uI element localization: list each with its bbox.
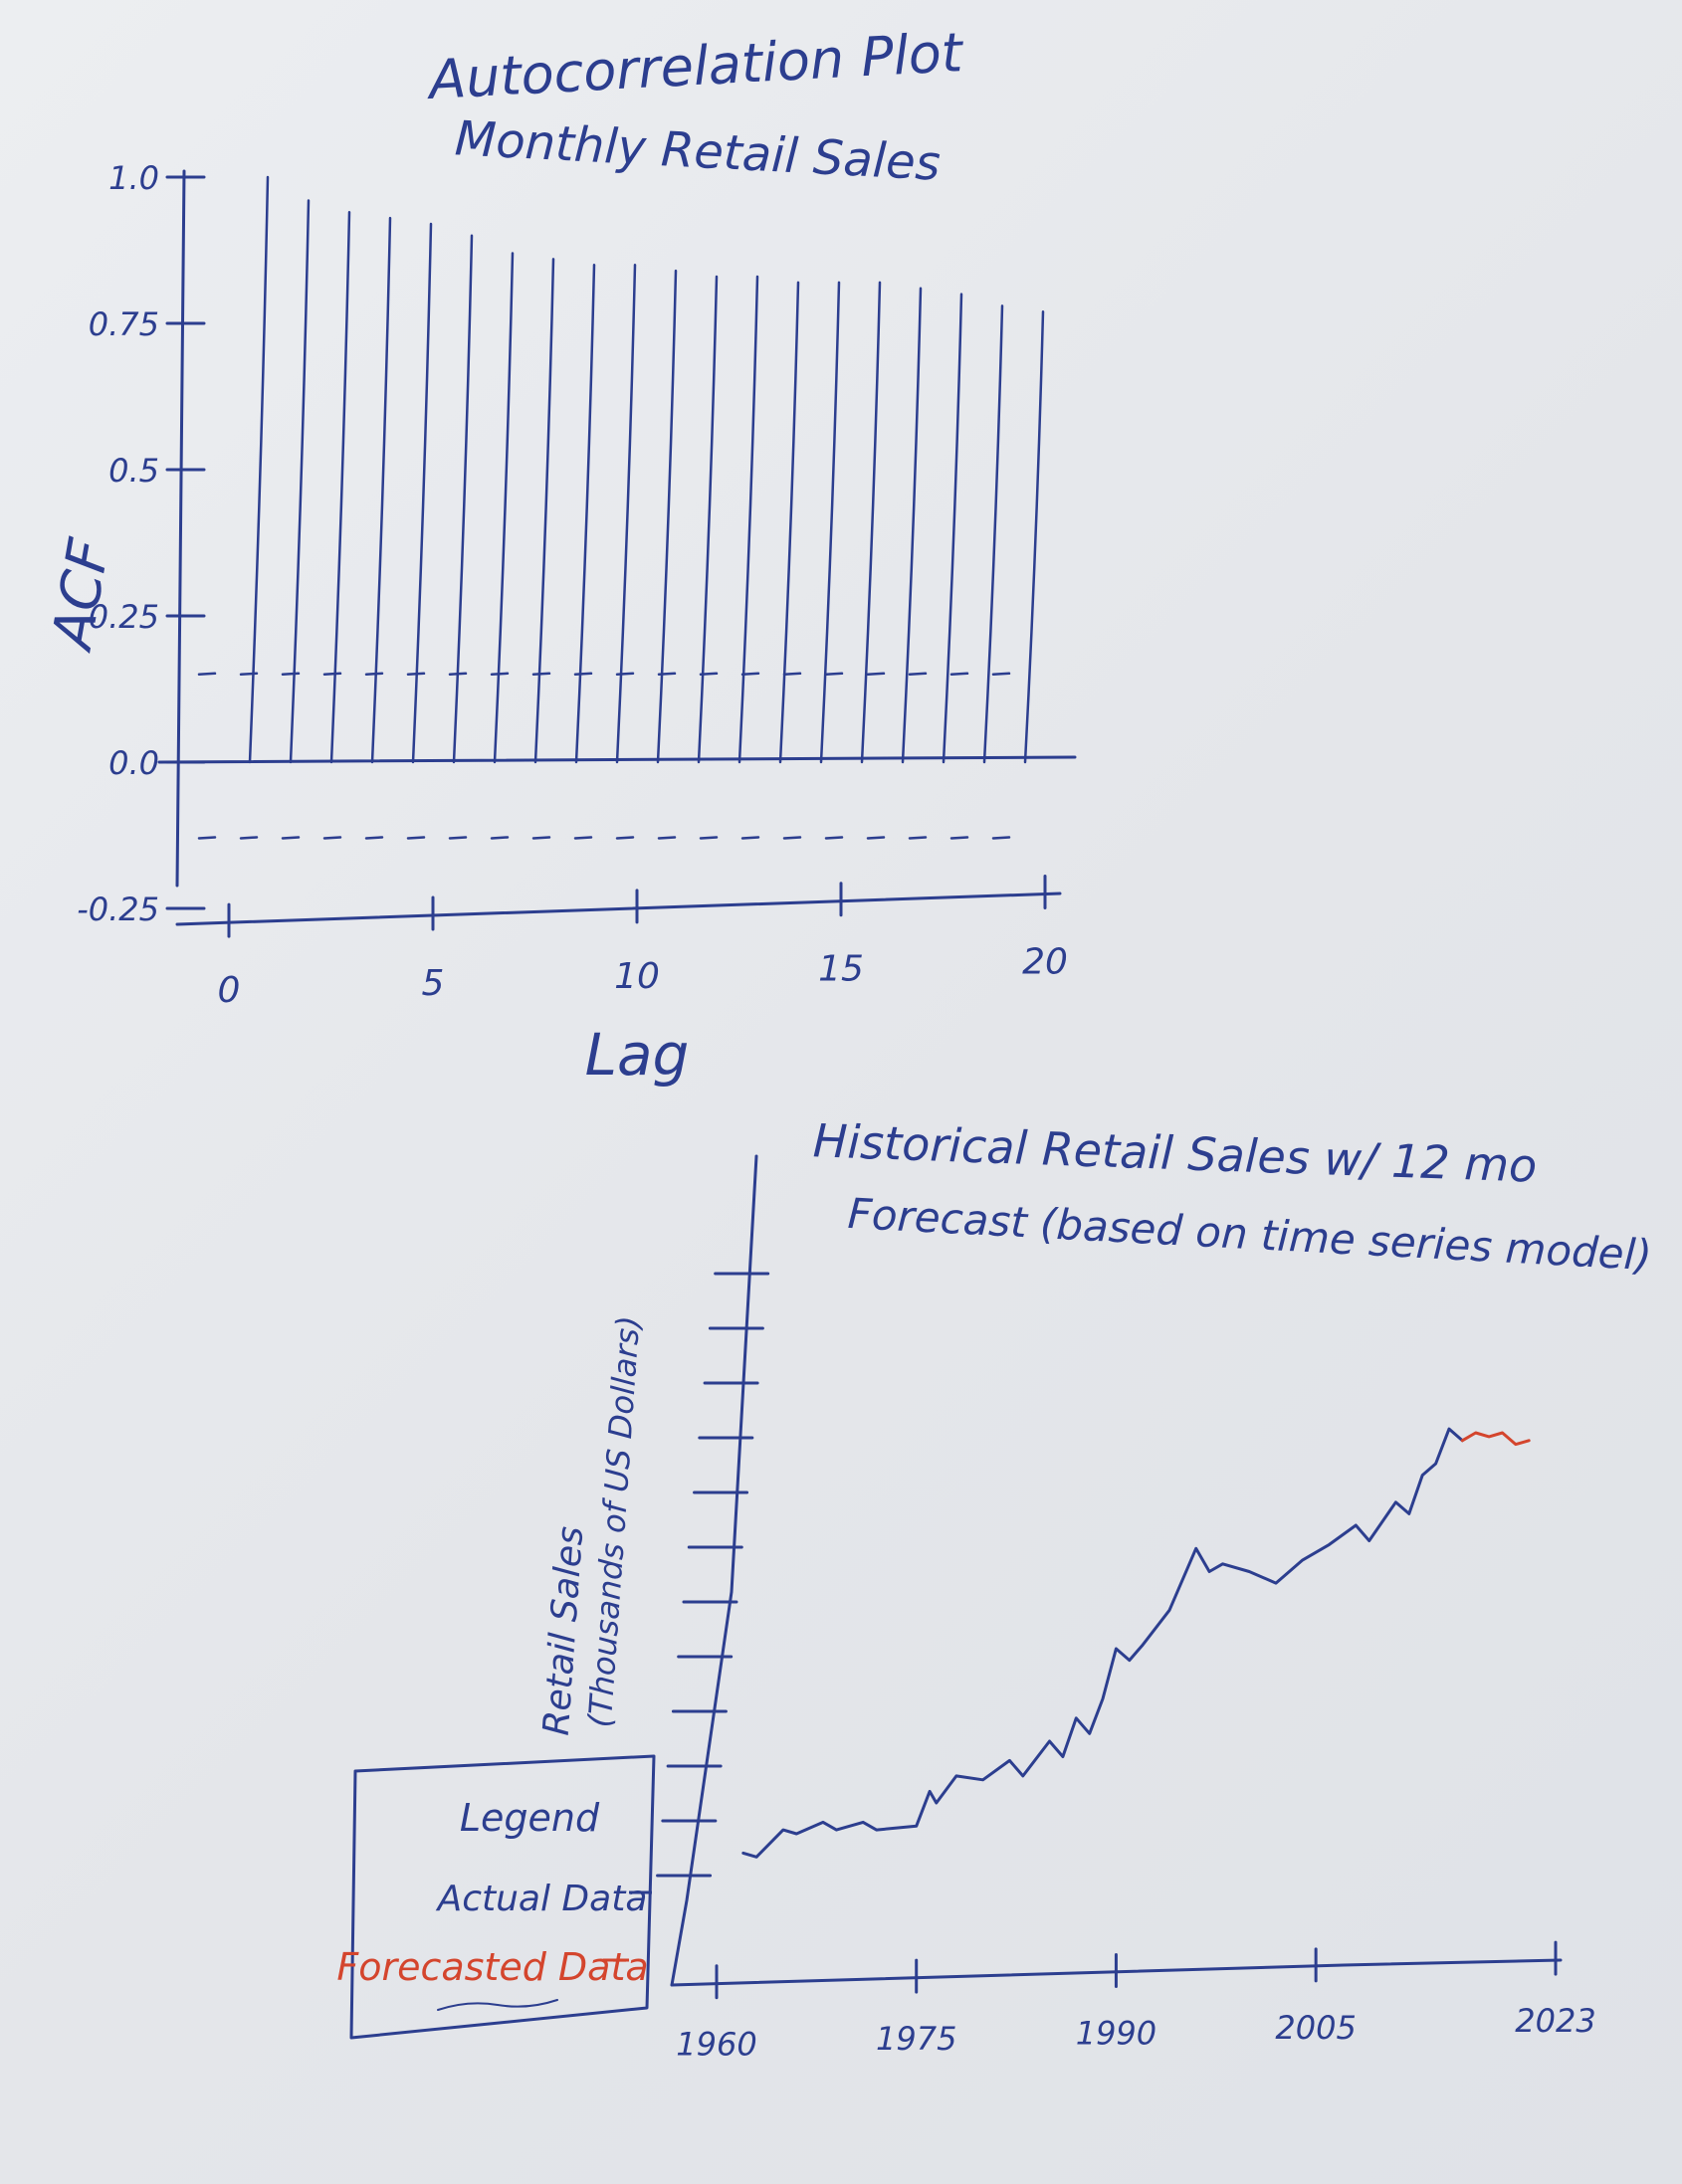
acf-lower-confidence-dash [448,836,468,840]
acf-lower-confidence-dash [824,836,844,840]
acf-lower-confidence-dash [531,836,551,840]
actual-data-line [741,1427,1464,1859]
sales-x-tick-label: 1960 [676,2026,756,2064]
sales-chart-title: Historical Retail Sales w/ 12 mo [812,1113,1538,1192]
acf-bar-lag-5 [411,222,433,764]
acf-lower-confidence-dash [573,836,593,840]
sales-x-axis [670,1958,1563,1987]
acf-upper-confidence-dash [322,672,342,677]
acf-upper-confidence-dash [406,672,426,677]
acf-bar-lag-6 [452,234,474,764]
legend-box [349,1754,656,2040]
acf-lower-confidence-dash [490,836,510,840]
forecast-data-line [1460,1431,1531,1447]
acf-y-tick-label: -0.25 [77,891,159,928]
acf-bar-lag-4 [370,216,392,764]
acf-lower-confidence-dash [699,836,719,840]
sales-y-axis-label-line2: (Thousands of US Dollars) [581,1314,648,1728]
acf-upper-confidence-dash [448,672,468,677]
acf-upper-confidence-dash [824,672,844,677]
acf-x-tick-label: 5 [422,963,445,1004]
acf-chart-title: Autocorrelation Plot [425,21,966,111]
acf-lower-confidence-dash [406,836,426,840]
acf-upper-confidence-dash [782,672,802,677]
legend: Legend Actual Data Forecasted Data [336,1754,656,2040]
acf-upper-confidence-dash [281,672,301,677]
acf-upper-confidence-dash [699,672,719,677]
acf-y-tick-label: 1.0 [108,159,159,197]
acf-lower-confidence-dash [197,836,217,840]
sales-chart-subtitle: Forecast (based on time series model) [847,1189,1653,1280]
acf-bar-lag-12 [697,275,719,764]
acf-upper-confidence-dash [615,672,635,677]
acf-x-tick-label: 10 [614,956,660,997]
acf-upper-confidence-dash [657,672,677,677]
acf-bar-lag-14 [778,281,800,764]
acf-lower-confidence-dash [866,836,886,840]
acf-y-tick-label: 0.25 [89,598,159,636]
acf-bar-lag-19 [982,304,1004,764]
acf-lower-confidence-dash [782,836,802,840]
acf-lower-confidence-dash [615,836,635,840]
acf-lower-confidence-dash [740,836,760,840]
acf-bar-lag-2 [289,199,311,764]
acf-lower-confidence-dash [322,836,342,840]
acf-y-tick-label: 0.75 [89,305,159,343]
acf-chart-subtitle: Monthly Retail Sales [454,110,943,191]
acf-upper-confidence-dash [908,672,928,677]
acf-upper-confidence-dash [866,672,886,677]
sales-x-tick-label: 1990 [1076,2015,1156,2053]
acf-y-tick-label: 0.5 [108,452,159,490]
acf-lower-confidence-dash [949,836,969,840]
acf-bar-lag-10 [615,263,637,764]
acf-x-tick-label: 15 [818,949,864,990]
acf-x-axis-label: Lag [585,1021,690,1089]
acf-bar-lag-11 [656,269,678,764]
acf-lower-confidence-dash [991,836,1011,840]
acf-upper-confidence-dash [364,672,384,677]
legend-forecast-label: Forecasted Data [336,1945,648,1989]
legend-squiggle [437,1999,558,2011]
acf-lower-confidence-dash [908,836,928,840]
acf-bar-lag-17 [901,287,923,764]
acf-y-axis [175,169,186,888]
sales-x-tick-label: 1975 [876,2020,956,2058]
acf-upper-confidence-dash [949,672,969,677]
acf-y-tick-label: 0.0 [108,744,159,782]
sales-x-tick-label: 2023 [1515,2002,1595,2040]
acf-bar-lag-20 [1023,309,1045,764]
acf-upper-confidence-dash [573,672,593,677]
acf-lower-confidence-dash [281,836,301,840]
acf-chart: Autocorrelation Plot Monthly Retail Sale… [40,21,1077,1089]
acf-upper-confidence-dash [197,672,217,677]
acf-bar-lag-7 [493,252,515,764]
acf-upper-confidence-dash [239,672,259,677]
legend-actual-label: Actual Data [436,1879,648,1919]
acf-bar-lag-13 [737,275,759,764]
acf-upper-confidence-dash [490,672,510,677]
acf-x-axis [175,892,1062,926]
acf-bar-lag-15 [819,281,841,764]
acf-upper-confidence-dash [531,672,551,677]
acf-lower-confidence-dash [239,836,259,840]
acf-bar-lag-16 [860,281,882,764]
acf-bar-lag-3 [329,211,351,764]
sales-y-axis [670,1154,758,1987]
acf-x-tick-label: 0 [218,970,241,1011]
acf-bar-lag-8 [533,258,555,764]
sales-x-tick-label: 2005 [1275,2009,1356,2047]
acf-x-tick-label: 20 [1022,942,1068,983]
acf-bar-lag-18 [942,293,963,764]
acf-lower-confidence-dash [657,836,677,840]
legend-title: Legend [460,1796,600,1840]
acf-lower-confidence-dash [364,836,384,840]
acf-upper-confidence-dash [740,672,760,677]
acf-y-axis-label: ACF [40,533,123,656]
acf-bar-lag-1 [248,175,270,764]
acf-bar-lag-9 [574,263,596,764]
acf-upper-confidence-dash [991,672,1011,677]
sales-chart: Historical Retail Sales w/ 12 mo Forecas… [336,1113,1653,2063]
